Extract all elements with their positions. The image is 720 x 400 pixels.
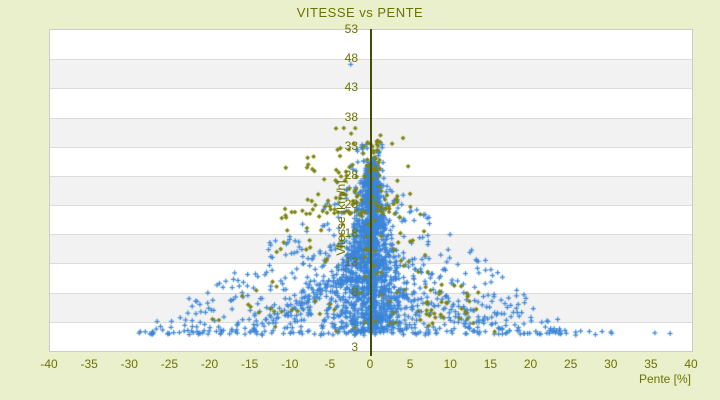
x-tick-label: 0 — [366, 357, 374, 371]
chart-title: VITESSE vs PENTE — [296, 5, 424, 20]
x-tick-label: -5 — [324, 357, 336, 371]
y-tick-label: 3 — [351, 340, 358, 354]
x-tick-label: 35 — [644, 357, 658, 371]
x-tick-label: -30 — [120, 357, 138, 371]
y-tick-label: 13 — [344, 255, 358, 270]
x-tick-label: -25 — [160, 357, 179, 371]
y-tick-label: 48 — [344, 51, 358, 66]
x-tick-label: 10 — [443, 357, 457, 371]
x-tick-label: -35 — [80, 357, 98, 371]
y-tick-label: 53 — [344, 22, 358, 36]
y-tick-label: 18 — [344, 226, 358, 241]
x-tick-label: -20 — [200, 357, 219, 371]
x-tick-label: 40 — [684, 357, 698, 371]
x-tick-label: 20 — [523, 357, 538, 371]
x-axis-title: Pente [%] — [638, 372, 691, 386]
y-tick-label: 8 — [351, 284, 358, 299]
y-tick-label: 28 — [344, 167, 358, 182]
y-tick-label: 38 — [344, 109, 358, 124]
x-tick-label: 5 — [406, 357, 414, 371]
y-axis-title: Vitesse [km/h] — [334, 180, 348, 256]
y-tick-label: 43 — [344, 80, 358, 95]
y-axis-line — [370, 29, 372, 356]
x-tick-label: -10 — [281, 357, 299, 371]
x-tick-label: -15 — [240, 357, 259, 371]
x-tick-label: 15 — [483, 357, 498, 371]
x-tick-label: 25 — [563, 357, 578, 371]
x-tick-label: -40 — [40, 357, 58, 371]
y-tick-label: 23 — [344, 197, 358, 212]
x-tick-label: 30 — [604, 357, 618, 371]
y-tick-label: 33 — [344, 138, 358, 153]
